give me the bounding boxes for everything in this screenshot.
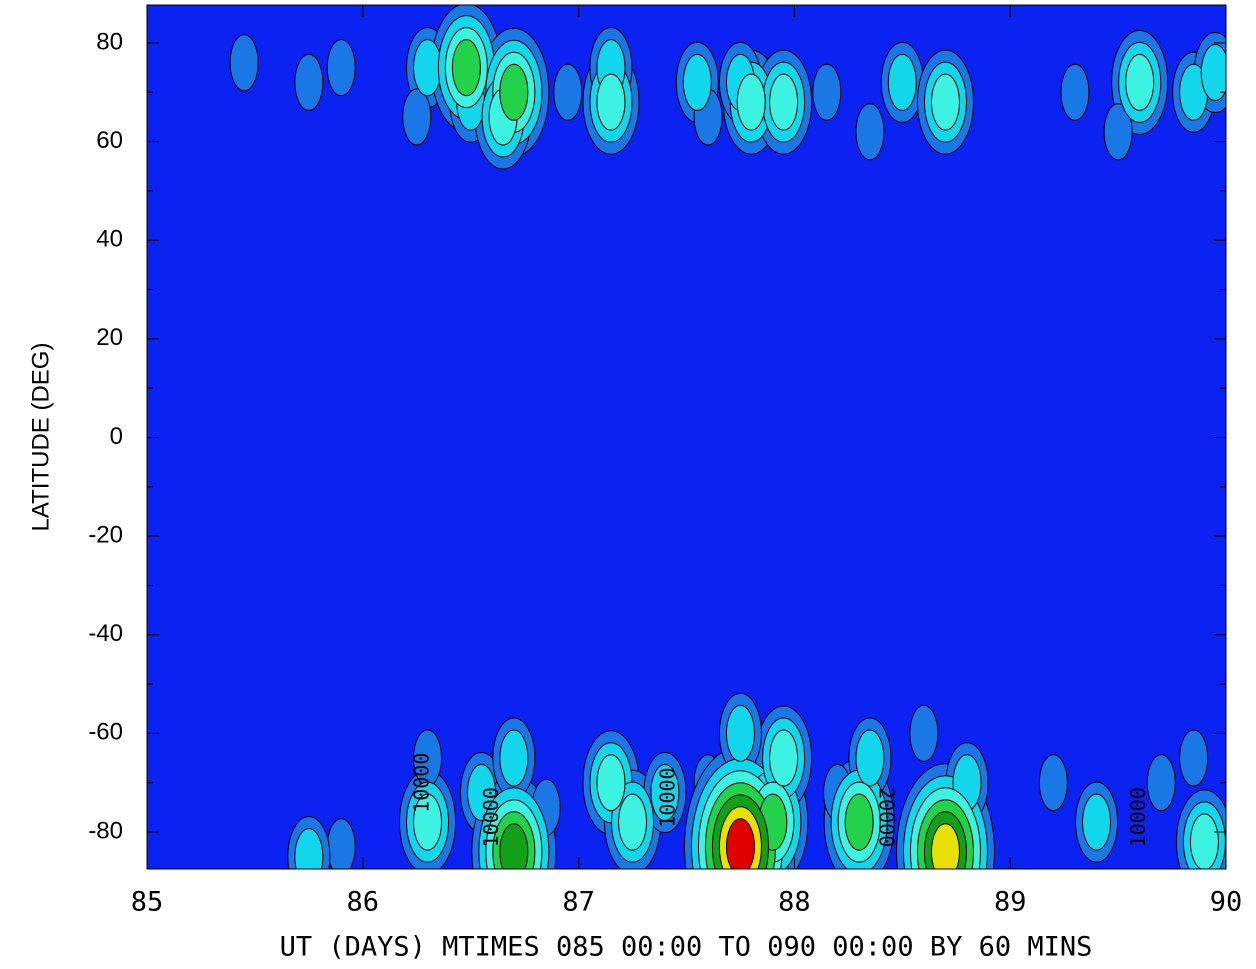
contour-region	[413, 793, 443, 851]
y-tick-label: -40	[88, 620, 123, 647]
x-tick-label: 90	[1210, 887, 1243, 918]
contour-region	[326, 39, 356, 97]
y-tick-label: -20	[88, 521, 123, 548]
contour-region	[466, 764, 496, 822]
contour-region	[812, 63, 842, 121]
contour-region	[618, 793, 648, 851]
contour-label: 10000	[656, 767, 680, 827]
contour-region	[499, 823, 529, 869]
contour-region	[1146, 754, 1176, 812]
contour-region	[499, 729, 529, 787]
contour-region	[930, 823, 960, 869]
contour-region	[596, 73, 626, 131]
y-tick-label: 0	[110, 423, 123, 450]
contour-region	[769, 73, 799, 131]
contour-region	[725, 704, 755, 762]
contour-region	[229, 34, 259, 92]
y-axis-label: LATITUDE (DEG)	[27, 343, 54, 532]
contour-region	[1179, 729, 1209, 787]
y-tick-label: 80	[96, 28, 123, 55]
contour-region	[294, 828, 324, 869]
contour-region	[402, 88, 432, 146]
y-tick-label: -80	[88, 817, 123, 844]
contour-region	[1200, 44, 1226, 102]
contour-region	[844, 793, 874, 851]
x-tick-label: 87	[562, 887, 595, 918]
contour-region	[909, 704, 939, 762]
contour-region	[294, 53, 324, 111]
contour-region	[1103, 103, 1133, 161]
contour-region	[887, 53, 917, 111]
y-tick-label: 60	[96, 127, 123, 154]
contour-region	[1038, 754, 1068, 812]
x-tick-label: 86	[347, 887, 380, 918]
contour-region	[725, 818, 755, 869]
x-axis-label: UT (DAYS) MTIMES 085 00:00 TO 090 00:00 …	[280, 932, 1093, 963]
contour-region	[855, 103, 885, 161]
x-tick-label: 88	[778, 887, 811, 918]
y-tick-label: 40	[96, 226, 123, 253]
x-tick-label: 85	[131, 887, 164, 918]
background-level	[147, 5, 1226, 869]
contour-field: 10000 10000 10000 20000 10000	[147, 5, 1226, 869]
contour-region	[650, 764, 680, 822]
contour-region	[451, 39, 481, 97]
contour-region	[930, 73, 960, 131]
contour-region	[596, 754, 626, 812]
contour-region	[553, 63, 583, 121]
contour-region	[769, 729, 799, 787]
contour-label: 10000	[479, 787, 503, 847]
contour-region	[1082, 793, 1112, 851]
contour-label: 20000	[875, 787, 899, 847]
contour-region	[326, 818, 356, 869]
contour-label: 10000	[1126, 787, 1150, 847]
contour-region	[413, 39, 443, 97]
contour-region	[1060, 63, 1090, 121]
contour-region	[736, 73, 766, 131]
contour-region	[499, 63, 529, 121]
contour-label: 10000	[410, 753, 434, 813]
y-tick-label: 20	[96, 324, 123, 351]
y-tick-label: -60	[88, 719, 123, 746]
contour-region	[855, 729, 885, 787]
contour-region	[1125, 53, 1155, 111]
x-tick-label: 89	[994, 887, 1027, 918]
contour-region	[1189, 813, 1219, 869]
contour-region	[682, 53, 712, 111]
